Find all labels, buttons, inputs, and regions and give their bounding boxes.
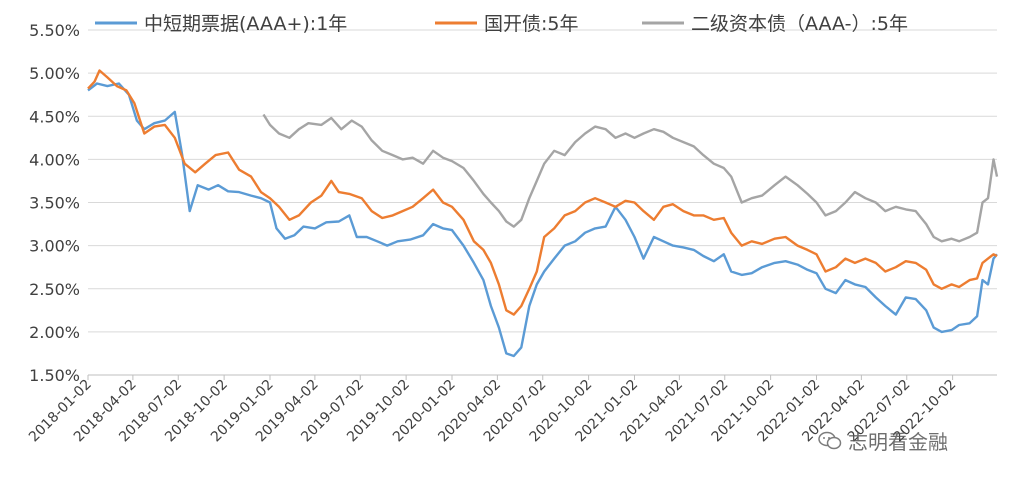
legend: 中短期票据(AAA+):1年 国开债:5年 二级资本债（AAA-）:5年 [95, 13, 908, 35]
series-line-2 [87, 69, 998, 316]
y-tick-label: 4.50% [29, 107, 80, 126]
legend-label-2: 国开债:5年 [484, 13, 579, 35]
y-tick-label: 2.00% [29, 323, 80, 342]
series-line-1 [87, 82, 998, 358]
series-lines [87, 69, 999, 358]
y-tick-label: 4.00% [29, 150, 80, 169]
legend-label-1: 中短期票据(AAA+):1年 [144, 13, 347, 35]
watermark: 志明看金融 [818, 426, 948, 455]
y-tick-label: 5.00% [29, 64, 80, 83]
axes: 1.50% 2.00% 2.50% 3.00% 3.50% 4.00% 4.50% 5.00%… [26, 21, 997, 445]
legend-label-3: 二级资本债（AAA-）:5年 [691, 13, 908, 35]
y-tick-label: 3.50% [29, 194, 80, 213]
series-line-3 [262, 113, 999, 243]
y-tick-label: 2.50% [29, 280, 80, 299]
watermark-text: 志明看金融 [848, 430, 948, 454]
y-tick-label: 3.00% [29, 237, 80, 256]
wechat-icon [818, 431, 842, 449]
y-tick-label: 5.50% [29, 21, 80, 40]
y-tick-label: 1.50% [29, 366, 80, 385]
